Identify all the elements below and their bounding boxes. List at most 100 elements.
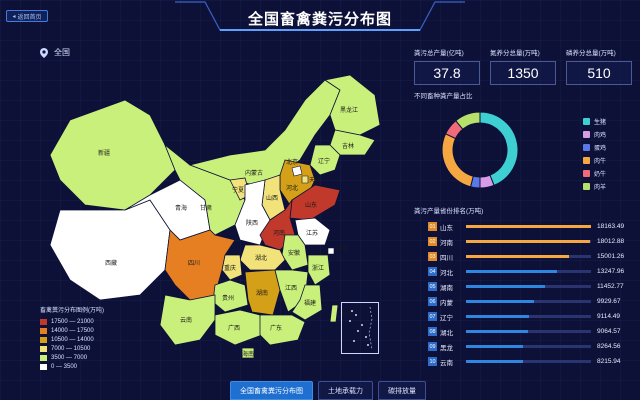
page-title: 全国畜禽粪污分布图 <box>247 11 392 28</box>
donut-legend-label: 肉羊 <box>594 185 607 191</box>
rank-value: 13247.96 <box>597 268 625 275</box>
donut-legend-swatch <box>583 183 590 190</box>
rank-value: 18012.88 <box>597 238 625 245</box>
stat-label: 氮养分总量(万吨) <box>490 50 540 57</box>
label-neimenggu: 内蒙古 <box>245 169 263 177</box>
province-sichuan[interactable] <box>164 229 236 301</box>
rank-value: 9114.49 <box>597 313 621 320</box>
back-home-button[interactable]: ◂ 返回首页 <box>6 10 48 22</box>
rank-bar-fill <box>466 315 529 318</box>
province-taiwan[interactable] <box>329 304 339 323</box>
stat-label: 粪污总产量(亿吨) <box>414 50 464 57</box>
label-qinghai: 青海 <box>175 204 187 212</box>
rank-bar-fill <box>466 345 523 348</box>
label-jiangsu: 江苏 <box>306 229 318 237</box>
label-hunan: 湖南 <box>256 289 268 297</box>
china-map[interactable]: 新疆 西藏 青海 甘肃 内蒙古 黑龙江 吉林 辽宁 北京 天津 河北 山西 宁夏… <box>30 60 400 360</box>
province-zhejiang[interactable] <box>307 254 331 286</box>
label-heilongjiang: 黑龙江 <box>340 106 358 114</box>
stat-value: 510 <box>566 61 632 85</box>
donut-slice[interactable] <box>479 111 519 186</box>
rank-badge: 08 <box>428 327 437 336</box>
label-shanghai: 上海 <box>335 244 347 252</box>
rank-value: 8264.56 <box>597 343 621 350</box>
label-zhejiang: 浙江 <box>312 264 324 272</box>
legend-swatch <box>40 318 47 325</box>
label-hainan: 海南 <box>242 350 254 358</box>
province-tianjin[interactable] <box>301 175 309 184</box>
donut-slice[interactable] <box>455 111 481 130</box>
stat-total-manure: 粪污总产量(亿吨) 37.8 <box>414 47 480 85</box>
donut-slice[interactable] <box>441 133 474 188</box>
legend-row: 7000 — 10500 <box>40 344 104 353</box>
legend-label: 10500 — 14000 <box>51 336 94 343</box>
stat-phosphorus: 磷养分总量(万吨) 510 <box>566 47 632 85</box>
header: 全国畜禽粪污分布图 <box>175 0 465 32</box>
rank-value: 15001.26 <box>597 253 625 260</box>
donut-legend-swatch <box>583 118 590 125</box>
province-xizang[interactable] <box>49 199 171 301</box>
rank-badge: 01 <box>428 222 437 231</box>
label-liaoning: 辽宁 <box>318 157 330 165</box>
stat-nitrogen: 氮养分总量(万吨) 1350 <box>490 47 556 85</box>
rank-province-name: 黑龙 <box>440 344 453 352</box>
rank-badge: 04 <box>428 267 437 276</box>
legend-row: 3500 — 7000 <box>40 353 104 362</box>
legend-label: 7000 — 10500 <box>51 345 91 352</box>
rank-value: 9929.67 <box>597 298 621 305</box>
label-jiangxi: 江西 <box>285 285 297 292</box>
donut-legend-label: 奶牛 <box>594 172 607 178</box>
label-guizhou: 贵州 <box>222 294 234 302</box>
province-hubei[interactable] <box>239 244 286 271</box>
rank-bar-fill <box>466 270 558 273</box>
donut-legend-item: 蛋鸡 <box>583 141 606 154</box>
back-home-label: 返回首页 <box>17 14 42 21</box>
label-guangdong: 广东 <box>270 324 282 332</box>
rank-badge: 10 <box>428 357 437 366</box>
donut-legend-item: 肉鸡 <box>583 128 606 141</box>
rank-bar-track <box>466 345 591 348</box>
label-guangxi: 广西 <box>228 324 240 332</box>
rank-province-name: 四川 <box>440 254 453 262</box>
label-xizang: 西藏 <box>105 259 117 267</box>
tab-manure-distribution[interactable]: 全国畜禽粪污分布图 <box>230 381 313 400</box>
bottom-tabs: 全国畜禽粪污分布图 土地承载力 碳排放量 <box>230 381 426 400</box>
tab-land-capacity[interactable]: 土地承载力 <box>318 381 373 400</box>
rank-bar-track <box>466 225 591 228</box>
province-yunnan[interactable] <box>159 294 216 346</box>
livestock-share-donut[interactable] <box>440 110 520 190</box>
label-tianjin: 天津 <box>309 177 321 184</box>
rank-bar-fill <box>466 300 535 303</box>
legend-label: 14000 — 17500 <box>51 327 94 334</box>
legend-label: 0 — 3500 <box>51 363 78 370</box>
label-hebei: 河北 <box>286 184 298 192</box>
legend-swatch <box>40 336 47 343</box>
province-fujian[interactable] <box>291 284 323 321</box>
label-shanxi: 山西 <box>266 194 278 202</box>
legend-label: 17500 — 21000 <box>51 318 94 325</box>
province-hainan[interactable] <box>241 347 255 359</box>
legend-row: 10500 — 14000 <box>40 335 104 344</box>
rank-bar-track <box>466 330 591 333</box>
rank-province-name: 湖北 <box>440 329 453 337</box>
ranking-row: 05 湖南 11452.77 <box>428 279 638 294</box>
rank-province-name: 云南 <box>440 359 453 367</box>
ranking-row: 04 河北 13247.96 <box>428 264 638 279</box>
province-guangdong[interactable] <box>259 314 306 346</box>
label-fujian: 福建 <box>304 299 316 307</box>
donut-legend-item: 肉牛 <box>583 154 606 167</box>
south-china-sea-inset <box>341 302 379 354</box>
region-selector[interactable]: 全国 <box>40 47 70 58</box>
province-ranking: 01 山东 18163.49 02 河南 18012.88 03 四川 15001.26 04 河北… <box>428 219 638 369</box>
label-gansu: 甘肃 <box>200 204 212 212</box>
rank-bar-track <box>466 240 591 243</box>
province-beijing[interactable] <box>291 165 303 177</box>
south-sea-islands <box>349 306 373 350</box>
tab-carbon-emission[interactable]: 碳排放量 <box>378 381 426 400</box>
rank-bar-track <box>466 270 591 273</box>
rank-badge: 09 <box>428 342 437 351</box>
legend-title: 畜禽粪污分布图例(万吨) <box>40 308 104 314</box>
province-shanghai[interactable] <box>327 247 335 255</box>
donut-legend-swatch <box>583 144 590 151</box>
rank-badge: 07 <box>428 312 437 321</box>
